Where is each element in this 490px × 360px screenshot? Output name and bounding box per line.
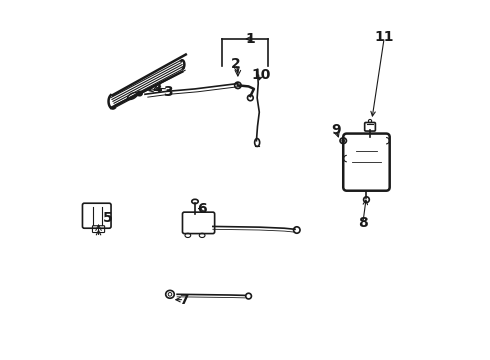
Text: 2: 2 [231, 57, 241, 71]
Text: 11: 11 [374, 30, 394, 44]
Text: 3: 3 [163, 85, 173, 99]
Ellipse shape [138, 92, 141, 95]
Text: 10: 10 [251, 68, 271, 82]
Text: 7: 7 [179, 293, 189, 307]
Text: 5: 5 [102, 211, 112, 225]
Text: 4: 4 [152, 82, 162, 96]
Text: 1: 1 [245, 32, 255, 46]
Text: 8: 8 [358, 216, 368, 230]
Text: 9: 9 [331, 123, 341, 137]
Text: 6: 6 [197, 202, 207, 216]
